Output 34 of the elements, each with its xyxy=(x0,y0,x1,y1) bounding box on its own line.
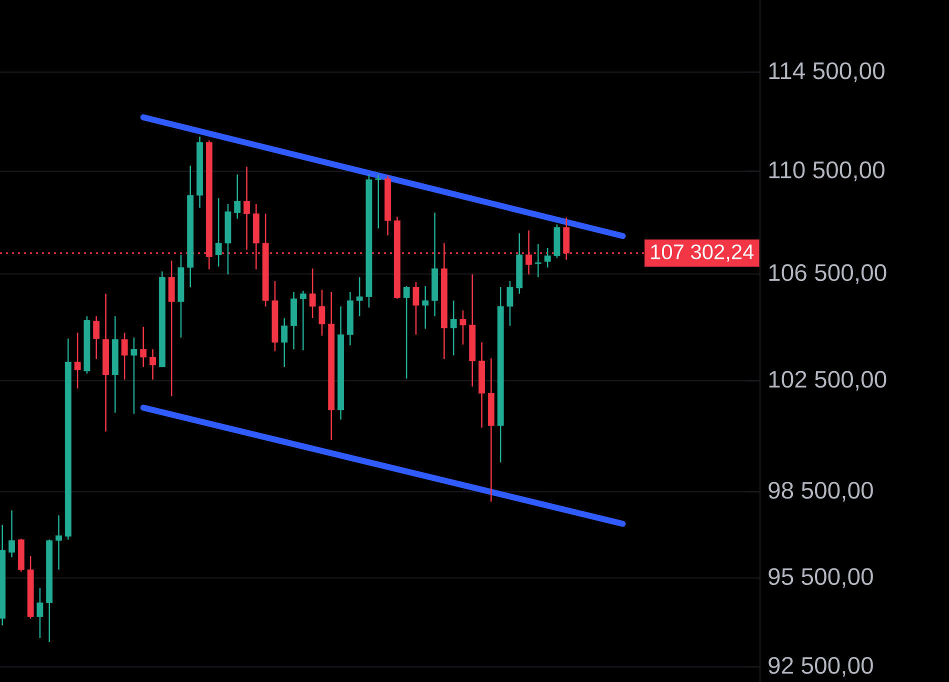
candlestick xyxy=(8,510,15,558)
y-tick-label: 102 500,00 xyxy=(769,370,886,391)
candlestick xyxy=(36,588,44,639)
y-tick-label: 92 500,00 xyxy=(768,656,873,677)
candlestick xyxy=(300,290,306,351)
candlestick xyxy=(74,332,81,389)
candlestick xyxy=(93,316,100,360)
candlestick xyxy=(130,336,138,414)
candlestick xyxy=(215,197,222,268)
candlestick xyxy=(534,243,542,278)
y-tick-label: 106 500,00 xyxy=(769,264,886,284)
candlestick xyxy=(403,285,410,380)
candlestick xyxy=(318,289,326,336)
y-tick-label: 95 500,00 xyxy=(768,568,873,588)
candlestick xyxy=(412,282,420,336)
candlestick xyxy=(506,280,514,326)
candlestick xyxy=(150,348,156,380)
candlestick xyxy=(375,174,382,230)
candlestick xyxy=(140,326,147,368)
candlestick xyxy=(450,300,457,356)
candlestick xyxy=(460,310,466,346)
y-tick-label: 98 500,00 xyxy=(768,482,873,502)
candlestick xyxy=(356,276,363,317)
y-tick-label: 110 500,00 xyxy=(769,161,884,182)
candlestick xyxy=(234,174,241,220)
candlestick xyxy=(544,247,551,268)
candlestick xyxy=(121,332,128,380)
candlestick xyxy=(422,285,429,330)
ref-line-label: 107 302,24 xyxy=(651,244,754,262)
candlestick xyxy=(309,268,316,319)
y-tick-label: 114 500,00 xyxy=(769,62,884,82)
candlestick xyxy=(244,166,250,250)
candlestick xyxy=(281,317,288,368)
candlestick xyxy=(56,514,62,570)
